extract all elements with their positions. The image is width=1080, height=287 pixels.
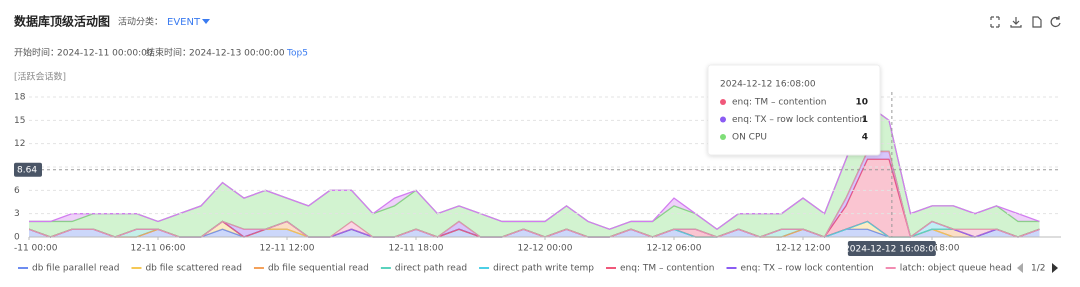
tooltip-name: ON CPU: [732, 133, 767, 143]
y-tick-label: 15: [14, 116, 25, 126]
tooltip-dot: [720, 134, 726, 140]
x-tick-label: 12-11 18:00: [389, 244, 444, 254]
title: 数据库顶级活动图: [14, 14, 110, 29]
download-icon[interactable]: [1010, 17, 1022, 28]
series-area: [29, 221, 1040, 237]
crosshair-x-box: [847, 241, 936, 256]
legend-label: db file parallel read: [32, 264, 119, 274]
top-link[interactable]: Top5: [286, 49, 308, 59]
tooltip-name: enq: TM – contention: [732, 98, 827, 108]
end-time: 2024-12-13 00:00:00: [189, 49, 285, 59]
x-tick-label: 12-12 12:00: [776, 244, 831, 254]
legend-label: direct path read: [395, 264, 467, 274]
category-value[interactable]: EVENT: [167, 17, 201, 28]
y-tick-label: 18: [14, 93, 26, 103]
end-label: 结束时间：: [146, 47, 191, 59]
refresh-icon[interactable]: [1050, 16, 1061, 27]
tooltip-box: [707, 64, 881, 156]
crosshair-y-box: [14, 162, 42, 177]
legend-pager[interactable]: 1/2: [1017, 263, 1058, 274]
export-icon[interactable]: [1032, 16, 1042, 28]
y-tick-label: 6: [14, 186, 20, 196]
y-tick-label: 12: [14, 139, 25, 149]
legend-label: latch: object queue header operation: [900, 264, 1068, 274]
x-tick-label: 12-11 06:00: [131, 244, 186, 254]
category-label: 活动分类：: [118, 16, 163, 28]
prev-page[interactable]: [1017, 263, 1023, 273]
plot: [29, 103, 1040, 238]
start-label: 开始时间：: [14, 47, 59, 59]
legend-label: db file sequential read: [268, 264, 369, 274]
crosshair-x-label: 2024-12-12 16:08:00: [844, 245, 940, 255]
tooltip-title: 2024-12-12 16:08:00: [720, 80, 816, 90]
category-dropdown[interactable]: EVENT: [167, 17, 210, 28]
tooltip-dot: [720, 99, 726, 105]
tooltip-value: 10: [855, 98, 868, 108]
crosshair-y-label: 8.64: [17, 165, 37, 175]
legend-label: db file scattered read: [145, 264, 241, 274]
tooltip-value: 4: [862, 133, 868, 143]
legend: db file parallel read db file scattered r…: [18, 264, 1068, 274]
x-tick-label: 12-12 06:00: [647, 244, 702, 254]
y-tick-label: 3: [14, 209, 20, 219]
next-page[interactable]: [1052, 263, 1058, 273]
legend-label: direct path write temp: [493, 264, 594, 274]
series-area: [29, 104, 1040, 238]
pager-text: 1/2: [1031, 264, 1045, 274]
overlay: 8.64 2024-12-12 16:08:00 2024-12-12 16:08:…: [14, 64, 1061, 256]
start-time: 2024-12-11 00:00:00: [57, 49, 153, 59]
dropdown-arrow[interactable]: [202, 19, 210, 24]
series-area: [29, 221, 1040, 237]
legend-label: enq: TM – contention: [620, 264, 715, 274]
x-tick-label: 12-12 00:00: [518, 244, 573, 254]
tooltip-dot: [720, 116, 726, 123]
y-tick-label: 0: [14, 233, 20, 243]
fullscreen-icon[interactable]: [990, 16, 1000, 28]
x-tick-label: -11 00:00: [14, 244, 58, 254]
tooltip-value: 1: [862, 115, 868, 125]
series-area: [29, 221, 1040, 237]
tooltip-name: enq: TX – row lock contention: [732, 115, 865, 125]
legend-label: enq: TX – row lock contention: [741, 264, 874, 274]
y-axis-label: [活跃会话数]: [14, 71, 66, 83]
x-tick-label: 12-11 12:00: [260, 244, 315, 254]
